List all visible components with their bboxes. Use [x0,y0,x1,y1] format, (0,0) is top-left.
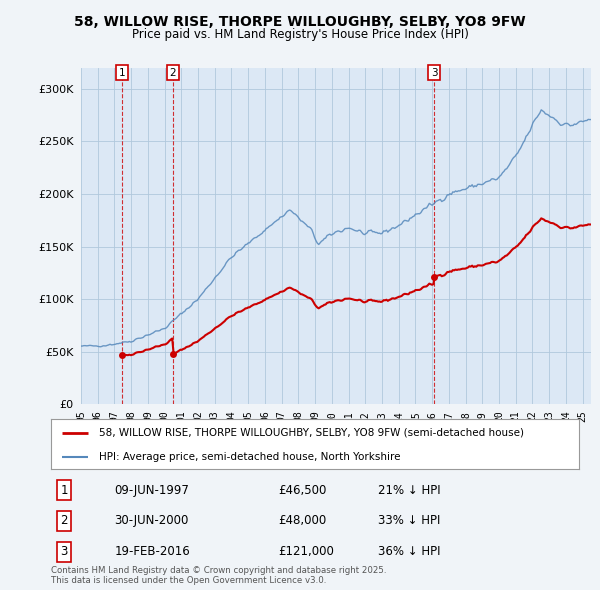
Text: 2: 2 [61,514,68,527]
Text: HPI: Average price, semi-detached house, North Yorkshire: HPI: Average price, semi-detached house,… [98,451,400,461]
Text: 3: 3 [61,545,68,558]
Text: Price paid vs. HM Land Registry's House Price Index (HPI): Price paid vs. HM Land Registry's House … [131,28,469,41]
Text: 36% ↓ HPI: 36% ↓ HPI [379,545,441,558]
Text: 21% ↓ HPI: 21% ↓ HPI [379,484,441,497]
Text: 30-JUN-2000: 30-JUN-2000 [115,514,189,527]
Text: 58, WILLOW RISE, THORPE WILLOUGHBY, SELBY, YO8 9FW: 58, WILLOW RISE, THORPE WILLOUGHBY, SELB… [74,15,526,29]
Text: £46,500: £46,500 [278,484,326,497]
Text: £121,000: £121,000 [278,545,334,558]
Text: £48,000: £48,000 [278,514,326,527]
Text: 33% ↓ HPI: 33% ↓ HPI [379,514,441,527]
Text: 1: 1 [61,484,68,497]
Text: 58, WILLOW RISE, THORPE WILLOUGHBY, SELBY, YO8 9FW (semi-detached house): 58, WILLOW RISE, THORPE WILLOUGHBY, SELB… [98,428,524,438]
Text: 1: 1 [118,68,125,78]
Text: 19-FEB-2016: 19-FEB-2016 [115,545,190,558]
Text: 3: 3 [431,68,437,78]
Text: Contains HM Land Registry data © Crown copyright and database right 2025.
This d: Contains HM Land Registry data © Crown c… [51,566,386,585]
Text: 09-JUN-1997: 09-JUN-1997 [115,484,189,497]
Text: 2: 2 [170,68,176,78]
